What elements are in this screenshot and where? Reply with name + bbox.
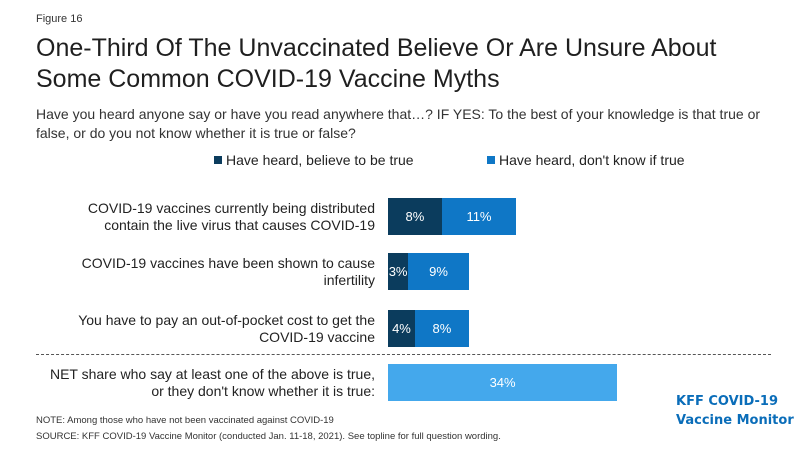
bar-segment-row2-series2: 9% xyxy=(408,253,469,290)
brand-logo-line-1: KFF COVID-19 xyxy=(676,394,779,409)
bar-segment-row1-series2: 11% xyxy=(441,198,517,235)
legend-swatch-dont-know xyxy=(487,156,495,164)
legend-label-believe-true: Have heard, believe to be true xyxy=(226,152,414,168)
bar-segment-row2-series1-label: 3% xyxy=(388,264,408,279)
bar-segment-row2-series2-label: 9% xyxy=(429,264,448,279)
chart-subtitle: Have you heard anyone say or have you re… xyxy=(36,106,761,141)
page-title: One-Third Of The Unvaccinated Believe Or… xyxy=(36,33,776,95)
legend-label-dont-know: Have heard, don't know if true xyxy=(499,152,685,168)
net-row-label-line-2: or they don't know whether it is true: xyxy=(151,382,375,399)
bar-segment-row1-series1: 8% xyxy=(388,198,442,235)
net-row-label-line-1: NET share who say at least one of the ab… xyxy=(49,365,375,382)
legend-item-dont-know: Have heard, don't know if true xyxy=(487,152,685,168)
net-row-label: NET share who say at least one of the ab… xyxy=(30,366,375,400)
row-label-2-line-1: COVID-19 vaccines have been shown to cau… xyxy=(81,254,375,271)
bar-segment-row1-series2-label: 11% xyxy=(466,209,492,224)
row-label-1-line-2: contain the live virus that causes COVID… xyxy=(104,216,375,233)
net-divider xyxy=(36,354,771,355)
chart-note: NOTE: Among those who have not been vacc… xyxy=(36,415,334,426)
row-label-2: COVID-19 vaccines have been shown to cau… xyxy=(30,255,375,289)
net-bar-label: 34% xyxy=(489,375,516,390)
bar-segment-row3-series2-label: 8% xyxy=(432,321,452,336)
row-label-3: You have to pay an out-of-pocket cost to… xyxy=(30,312,375,346)
legend-item-believe-true: Have heard, believe to be true xyxy=(214,152,414,168)
bar-segment-row3-series1-label: 4% xyxy=(392,321,411,336)
chart-legend: Have heard, believe to be true Have hear… xyxy=(0,152,800,170)
title-line-1: One-Third Of The Unvaccinated Believe Or… xyxy=(36,34,717,62)
title-line-2: Some Common COVID-19 Vaccine Myths xyxy=(36,65,500,93)
bar-segment-row2-series1: 3% xyxy=(388,253,409,290)
row-label-3-line-2: COVID-19 vaccine xyxy=(259,328,375,345)
legend-swatch-believe-true xyxy=(214,156,222,164)
bar-segment-row3-series1: 4% xyxy=(388,310,415,347)
row-label-3-line-1: You have to pay an out-of-pocket cost to… xyxy=(78,311,375,328)
row-label-1-line-1: COVID-19 vaccines currently being distri… xyxy=(87,199,375,216)
figure-label: Figure 16 xyxy=(36,13,83,25)
row-label-1: COVID-19 vaccines currently being distri… xyxy=(30,200,375,234)
bar-segment-row1-series1-label: 8% xyxy=(405,209,425,224)
bar-segment-row3-series2: 8% xyxy=(414,310,469,347)
net-bar: 34% xyxy=(388,364,618,401)
brand-logo-line-2: Vaccine Monitor xyxy=(676,413,794,428)
row-label-2-line-2: infertility xyxy=(323,271,375,288)
chart-source: SOURCE: KFF COVID-19 Vaccine Monitor (co… xyxy=(36,431,501,442)
